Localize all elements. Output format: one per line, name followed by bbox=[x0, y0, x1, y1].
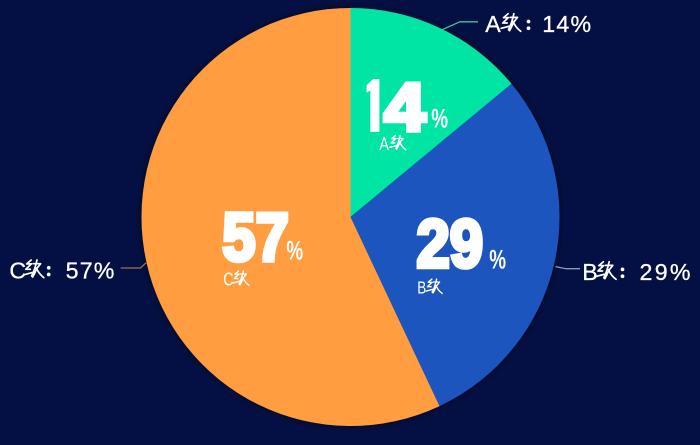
svg-text:4: 4 bbox=[384, 70, 426, 146]
svg-text:%: % bbox=[431, 103, 448, 133]
svg-text:%: % bbox=[286, 235, 303, 265]
svg-text:B: B bbox=[582, 259, 597, 285]
svg-text:57: 57 bbox=[222, 199, 289, 275]
svg-text:%: % bbox=[489, 244, 506, 274]
svg-text:29: 29 bbox=[417, 205, 484, 281]
svg-text:29%: 29% bbox=[640, 259, 693, 285]
svg-text:B: B bbox=[417, 279, 426, 298]
svg-text:14%: 14% bbox=[542, 11, 592, 37]
svg-text:C: C bbox=[9, 258, 26, 284]
svg-text:C: C bbox=[223, 270, 234, 290]
svg-text:A: A bbox=[485, 11, 501, 37]
svg-text:57%: 57% bbox=[66, 257, 116, 283]
svg-text:A: A bbox=[379, 134, 389, 154]
